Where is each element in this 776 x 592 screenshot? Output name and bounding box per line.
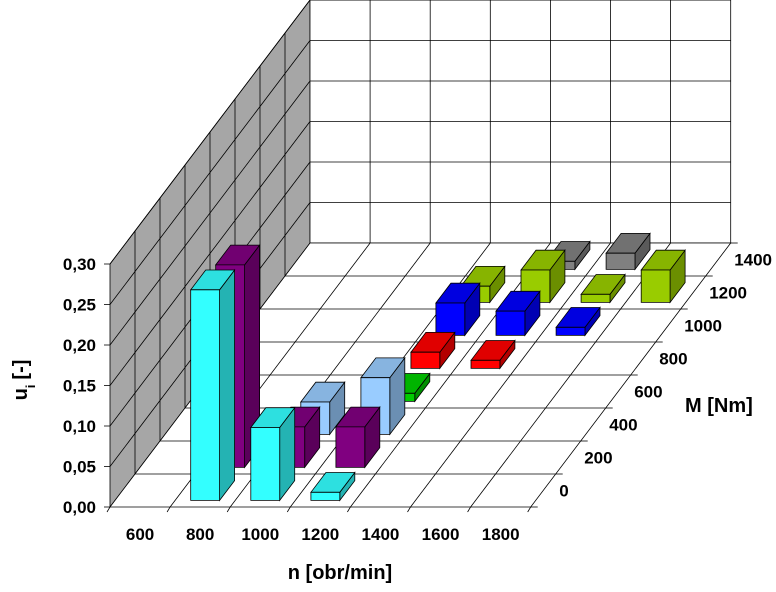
bar-front bbox=[640, 269, 671, 303]
y-tick-label: 0,30 bbox=[63, 255, 96, 274]
y-axis-title-main: u bbox=[10, 388, 32, 400]
bar-front bbox=[435, 302, 466, 336]
bar-side bbox=[219, 268, 236, 502]
bar-front bbox=[335, 426, 366, 468]
z-axis-title: M [Nm] bbox=[685, 395, 753, 417]
x-tick-label: 1400 bbox=[362, 525, 400, 544]
x-tick-mark bbox=[226, 506, 231, 513]
x-tick-label: 1600 bbox=[422, 525, 460, 544]
bar-front bbox=[190, 289, 221, 501]
bar-front bbox=[605, 252, 636, 270]
bar-front bbox=[580, 293, 611, 303]
y-axis-title-unit: [-] bbox=[10, 360, 32, 380]
bar-front bbox=[250, 427, 281, 501]
x-tick-mark bbox=[286, 506, 291, 513]
x-tick-label: 1800 bbox=[482, 525, 520, 544]
x-tick-label: 800 bbox=[186, 525, 214, 544]
y-axis-title: ui [-] bbox=[10, 360, 38, 401]
y-tick-label: 0,25 bbox=[63, 296, 96, 315]
chart-labels: ui [-] n [obr/min] M [Nm] 0,00 0,05 0,10 0,1… bbox=[10, 251, 772, 585]
x-tick-label: 600 bbox=[126, 525, 154, 544]
chart-bars bbox=[189, 232, 686, 502]
x-tick-mark bbox=[166, 506, 171, 513]
bar-front bbox=[495, 310, 526, 336]
x-tick-mark bbox=[106, 506, 111, 513]
bar-front bbox=[555, 326, 586, 336]
x-tick-label: 1200 bbox=[301, 525, 339, 544]
z-tick-label: 600 bbox=[634, 383, 662, 402]
y-axis-title-sub: i bbox=[23, 385, 38, 389]
bar-front bbox=[470, 359, 501, 369]
x-axis-title: n [obr/min] bbox=[288, 562, 392, 584]
x-tick-mark bbox=[347, 506, 351, 513]
x-tick-mark bbox=[527, 506, 532, 513]
bar-front bbox=[410, 351, 441, 369]
y-tick-label: 0,10 bbox=[63, 417, 96, 436]
x-tick-mark bbox=[467, 506, 471, 513]
z-tick-label: 0 bbox=[559, 482, 568, 501]
z-tick-label: 400 bbox=[609, 416, 637, 435]
x-tick-label: 1000 bbox=[241, 525, 279, 544]
z-tick-label: 1200 bbox=[709, 284, 747, 303]
z-tick-label: 200 bbox=[584, 449, 612, 468]
bar-front bbox=[310, 491, 341, 501]
y-tick-label: 0,00 bbox=[63, 498, 96, 517]
y-tick-label: 0,05 bbox=[63, 458, 96, 477]
x-tick-mark bbox=[407, 506, 411, 513]
y-tick-label: 0,15 bbox=[63, 377, 96, 396]
y-tick-label: 0,20 bbox=[63, 336, 96, 355]
z-tick-label: 800 bbox=[659, 350, 687, 369]
z-tick-label: 1000 bbox=[684, 317, 722, 336]
z-tick-label: 1400 bbox=[734, 251, 772, 270]
